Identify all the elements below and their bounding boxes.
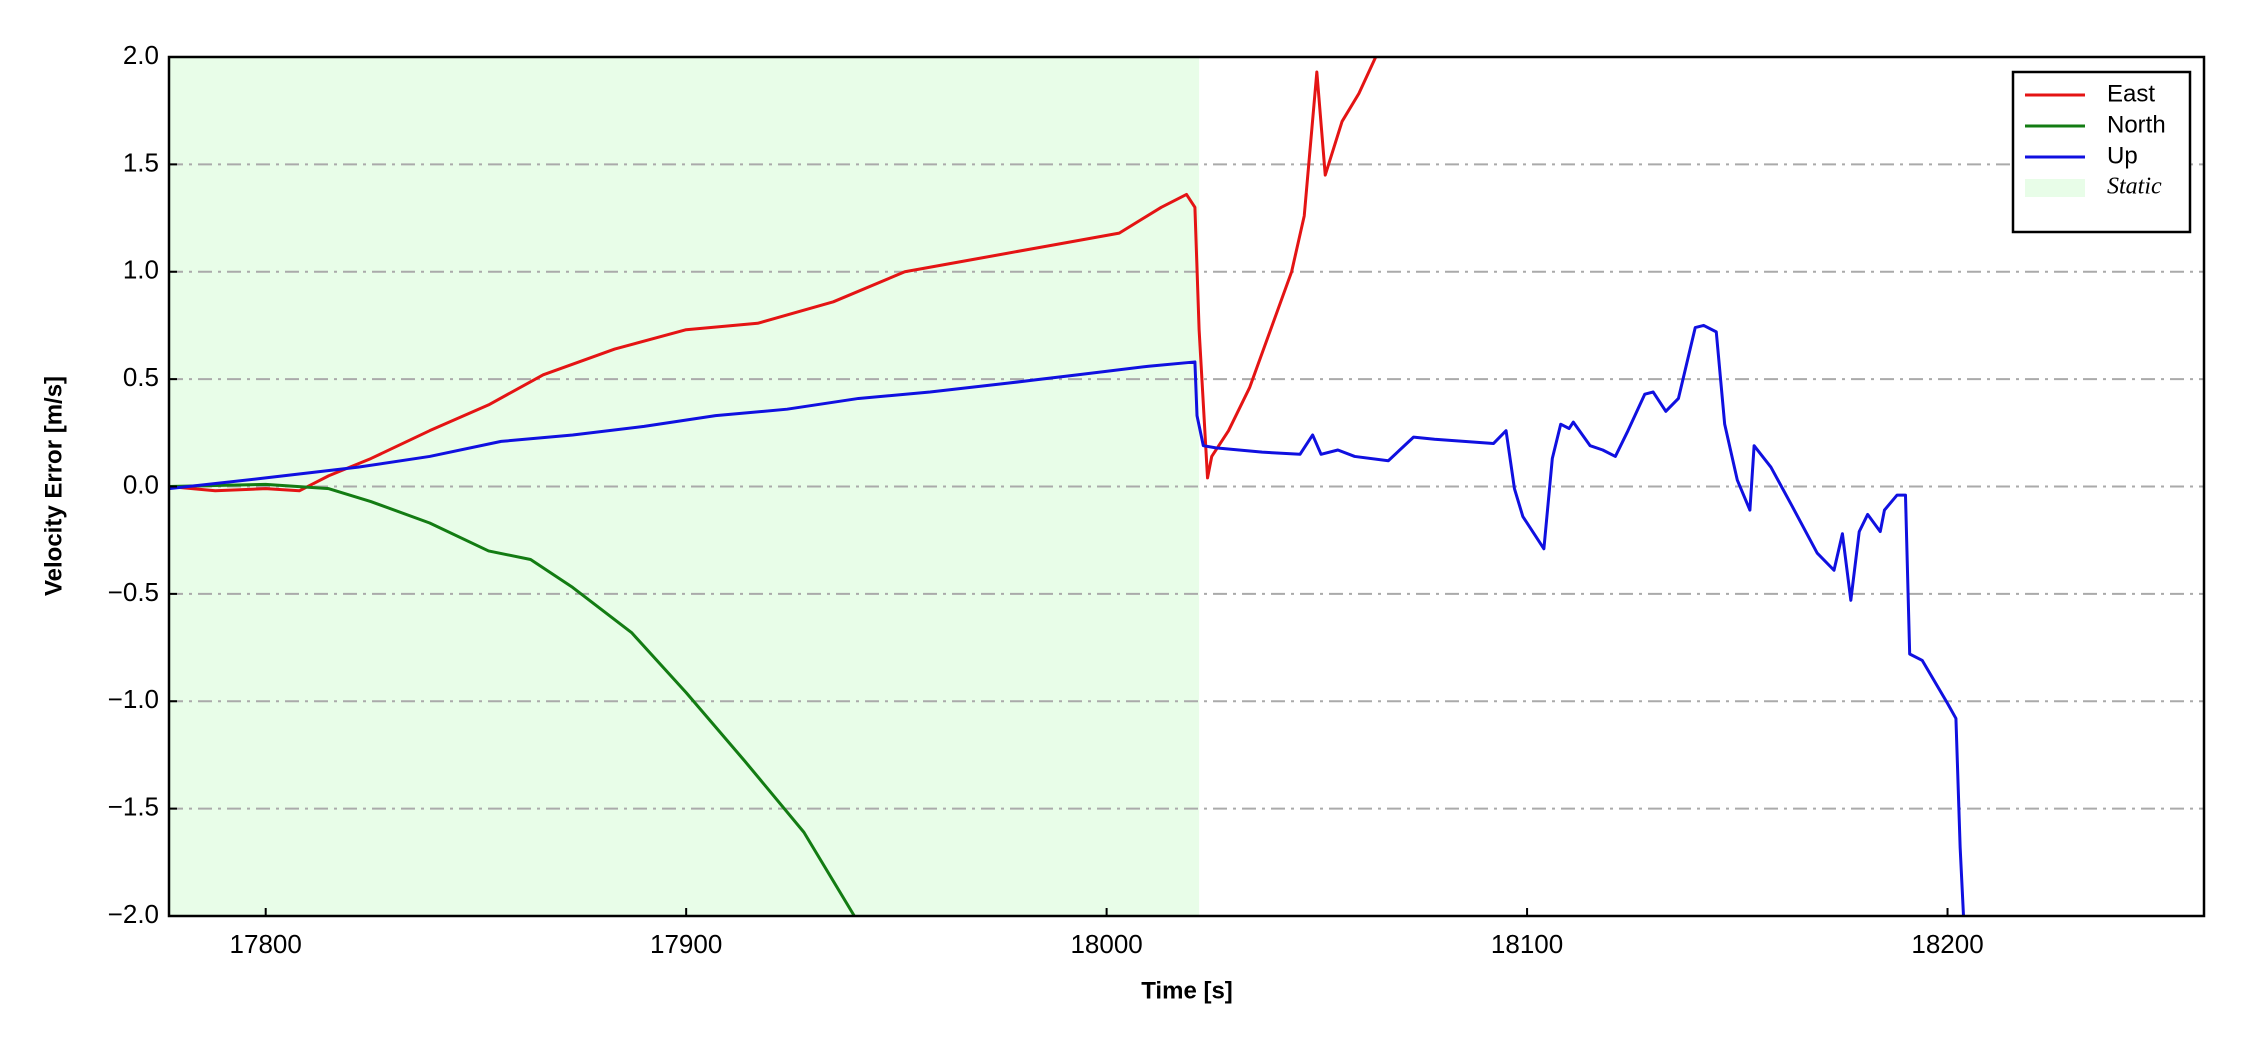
y-tick-label: −1.0 (108, 684, 159, 714)
y-axis-label: Velocity Error [m/s] (40, 376, 67, 596)
series-line (169, 482, 857, 916)
y-tick-label: 0.5 (123, 362, 159, 392)
y-tick-label: −2.0 (108, 899, 159, 929)
y-tick-label: 1.5 (123, 147, 159, 177)
legend-label: East (2107, 80, 2155, 107)
x-tick-label: 18200 (1911, 929, 1983, 959)
ticks: −2.0 −1.5 −1.0 −0.5 0.0 0.5 1.0 1.5 2.0 17800 1790… (108, 40, 1984, 959)
legend: East North Up Static (2011, 70, 2192, 234)
y-tick-label: 2.0 (123, 40, 159, 70)
legend-label: Up (2107, 142, 2138, 169)
legend-swatch (2025, 179, 2085, 197)
legend-label: North (2107, 111, 2166, 138)
x-tick-label: 18000 (1070, 929, 1142, 959)
x-tick-label: 17900 (650, 929, 722, 959)
y-tick-label: 0.0 (123, 469, 159, 499)
y-tick-label: −0.5 (108, 577, 159, 607)
lines (169, 57, 1966, 916)
series-line (169, 57, 1378, 493)
y-tick-label: −1.5 (108, 792, 159, 822)
legend-label: Static (2107, 174, 2162, 200)
x-tick-label: 18100 (1491, 929, 1563, 959)
y-tick-label: 1.0 (123, 255, 159, 285)
series-line (169, 323, 1966, 916)
legend-box (2011, 70, 2192, 234)
x-axis-label: Time [s] (1141, 977, 1233, 1004)
x-tick-label: 17800 (230, 929, 302, 959)
